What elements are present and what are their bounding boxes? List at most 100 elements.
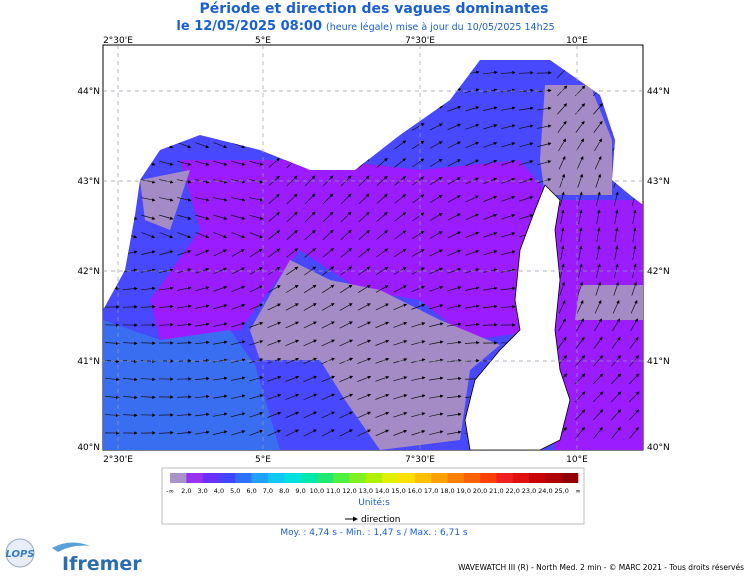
direction-arrow (411, 140, 425, 150)
colorbar-label: 24,0 (538, 487, 552, 495)
direction-arrow (177, 214, 192, 220)
lat-label: 42°N (77, 267, 100, 277)
direction-arrow (483, 213, 498, 220)
direction-label: direction (361, 515, 400, 525)
direction-arrow (303, 303, 317, 311)
direction-arrow (393, 394, 408, 400)
colorbar-segment (170, 473, 187, 483)
direction-arrow (429, 430, 444, 436)
direction-arrow (447, 123, 462, 131)
direction-arrow (176, 395, 192, 399)
direction-arrow (575, 120, 585, 133)
colorbar-segment (431, 473, 448, 483)
direction-arrow (213, 214, 228, 220)
direction-arrow (231, 160, 246, 166)
lon-label: 2°30'E (103, 36, 133, 46)
direction-arrow (286, 248, 299, 258)
direction-arrow (286, 229, 298, 240)
direction-arrow (177, 286, 192, 291)
direction-arrow (104, 395, 120, 400)
direction-arrow (411, 249, 425, 257)
direction-arrow (321, 375, 336, 383)
direction-arrow (614, 245, 619, 260)
direction-arrow (429, 213, 443, 221)
zone (540, 85, 612, 195)
direction-arrow (285, 375, 300, 382)
direction-arrow (447, 213, 461, 221)
colorbar-segment (561, 473, 579, 483)
direction-arrow (195, 340, 210, 345)
lat-label: 40°N (77, 443, 100, 453)
direction-arrow (231, 232, 246, 239)
colorbar-label: 18,0 (440, 487, 454, 495)
direction-arrow (249, 321, 264, 328)
direction-arrow (195, 412, 210, 417)
direction-arrow (629, 409, 640, 421)
direction-arrow (358, 193, 370, 205)
date: le 12/05/2025 08:00 (176, 19, 322, 34)
direction-arrow (213, 285, 228, 292)
direction-arrow (483, 124, 498, 130)
direction-arrow (519, 214, 534, 220)
direction-arrow (322, 211, 334, 223)
direction-arrow (213, 430, 228, 435)
direction-arrow (560, 209, 565, 224)
direction-arrow (268, 212, 280, 222)
direction-arrow (304, 229, 316, 240)
colorbar-segment (284, 473, 301, 483)
direction-arrow (429, 394, 444, 399)
direction-arrow (592, 373, 604, 385)
direction-arrow (195, 249, 210, 256)
direction-arrow (518, 71, 534, 75)
direction-arrow (375, 321, 390, 329)
direction-arrow (578, 245, 583, 260)
colorbar-segment (414, 473, 432, 483)
direction-arrow (267, 411, 282, 418)
direction-arrow (429, 267, 444, 275)
direction-arrow (249, 248, 263, 258)
direction-arrow (411, 376, 426, 381)
direction-arrow (213, 358, 228, 363)
direction-arrow (557, 120, 567, 133)
direction-arrow (465, 123, 480, 130)
direction-arrow (140, 377, 156, 382)
direction-arrow (596, 245, 601, 260)
direction-arrow (195, 142, 210, 149)
direction-arrow (376, 248, 389, 258)
direction-arrow (558, 156, 566, 170)
direction-arrow (411, 430, 426, 436)
direction-arrow (141, 268, 156, 273)
direction-arrow (631, 281, 638, 296)
direction-arrow (501, 268, 516, 273)
direction-arrow (447, 412, 462, 417)
colorbar-segment (496, 473, 514, 483)
colorbar-label: ∞ (575, 487, 580, 495)
direction-arrow (465, 213, 480, 221)
direction-arrow (141, 214, 156, 220)
direction-arrow (339, 339, 354, 347)
direction-arrow (483, 231, 498, 238)
direction-arrow (249, 214, 264, 220)
direction-arrow (575, 355, 586, 367)
direction-arrow (593, 409, 604, 421)
direction-arrow (375, 285, 389, 293)
zone (103, 320, 280, 450)
direction-arrow (249, 160, 264, 166)
direction-arrow (375, 375, 390, 382)
zone (575, 285, 643, 320)
direction-arrow (303, 429, 317, 437)
direction-arrow (303, 339, 318, 347)
direction-arrow (483, 304, 498, 309)
colorbar-label: 13,0 (359, 487, 373, 495)
direction-arrow (141, 179, 156, 184)
direction-arrow (630, 299, 638, 314)
direction-arrow (412, 194, 425, 204)
colorbar-segment (349, 473, 367, 483)
logo-lops-badge (5, 538, 35, 568)
direction-arrow (611, 409, 622, 421)
direction-arrow (612, 299, 620, 314)
direction-arrow (195, 430, 210, 435)
direction-arrow (231, 412, 246, 418)
direction-arrow (412, 212, 425, 222)
direction-arrow (613, 281, 620, 296)
